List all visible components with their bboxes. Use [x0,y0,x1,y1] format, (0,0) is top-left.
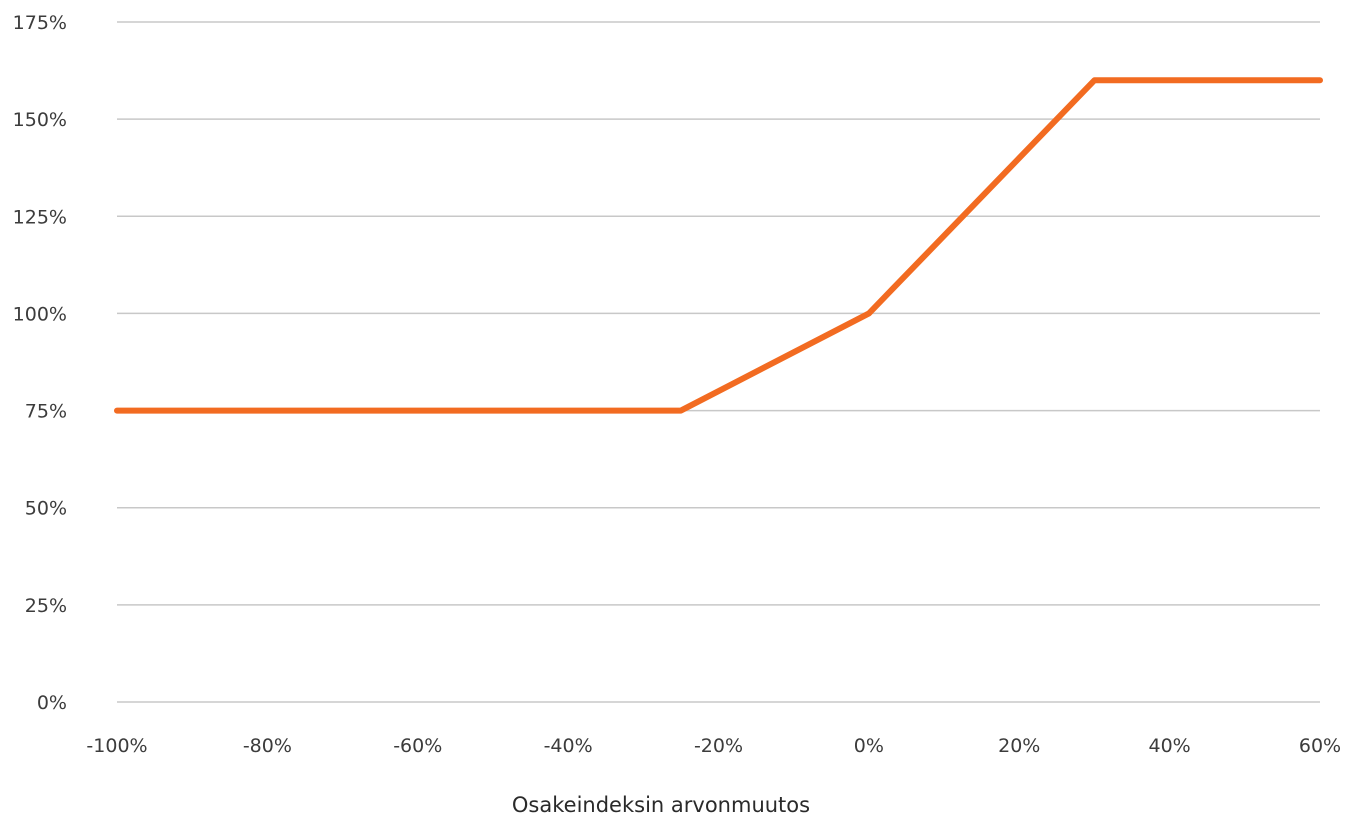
x-tick-label: -60% [393,735,442,757]
y-tick-label: 100% [13,303,67,325]
series-group [114,77,1323,414]
y-tick-label: 150% [13,109,67,131]
x-axis-tick-labels: -100% -80% -60% -40% -20% 0% 20% 40% 60% [86,735,1341,757]
x-tick-label: 20% [998,735,1040,757]
x-tick-label: 40% [1149,735,1191,757]
x-tick-label: 60% [1299,735,1341,757]
gridlines [117,21,1320,703]
x-tick-label: -100% [86,735,147,757]
series-line-0 [114,77,1323,414]
y-tick-label: 50% [25,498,67,520]
y-tick-label: 125% [13,206,67,228]
y-tick-label: 75% [25,401,67,423]
y-tick-label: 25% [25,595,67,617]
y-axis-tick-labels: 0% 25% 50% 75% 100% 125% 150% 175% [13,12,67,714]
x-tick-label: -40% [544,735,593,757]
x-axis-title: Osakeindeksin arvonmuutos [512,793,810,817]
x-tick-label: -20% [694,735,743,757]
x-tick-label: 0% [854,735,884,757]
x-tick-label: -80% [243,735,292,757]
y-tick-label: 0% [37,692,67,714]
y-tick-label: 175% [13,12,67,34]
